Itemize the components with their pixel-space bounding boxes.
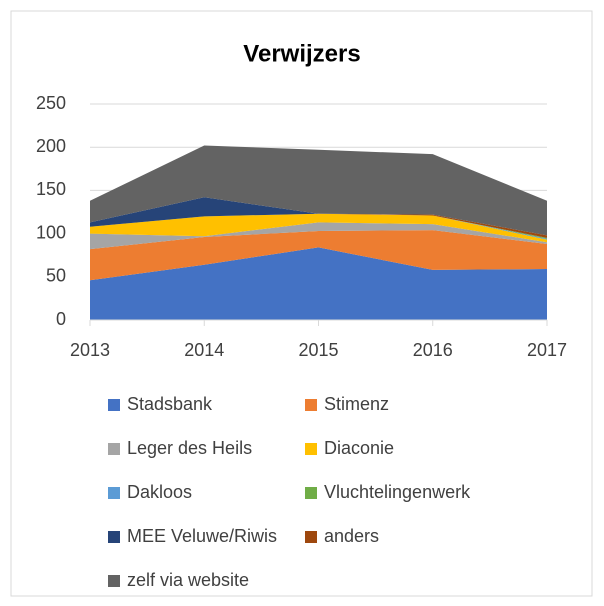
chart-title: Verwijzers [243, 40, 360, 67]
area [90, 213, 547, 243]
area [90, 145, 547, 236]
legend-label: Vluchtelingenwerk [324, 482, 471, 502]
area [90, 197, 547, 238]
y-tick-label: 100 [36, 222, 66, 242]
x-tick-label: 2014 [184, 340, 224, 360]
x-tick-label: 2017 [527, 340, 567, 360]
y-tick-label: 0 [56, 309, 66, 329]
legend-swatch [305, 487, 317, 499]
legend-swatch [108, 487, 120, 499]
legend-label: anders [324, 526, 379, 546]
legend-label: Stimenz [324, 394, 389, 414]
y-tick-label: 250 [36, 93, 66, 113]
area [90, 230, 547, 281]
y-tick-label: 150 [36, 179, 66, 199]
legend-swatch [108, 399, 120, 411]
y-tick-label: 200 [36, 136, 66, 156]
x-tick-label: 2013 [70, 340, 110, 360]
area [90, 247, 547, 320]
x-tick-label: 2016 [413, 340, 453, 360]
x-tick-label: 2015 [298, 340, 338, 360]
legend-label: Dakloos [127, 482, 192, 502]
legend-label: Leger des Heils [127, 438, 252, 458]
legend-swatch [305, 443, 317, 455]
legend-label: Diaconie [324, 438, 394, 458]
legend-swatch [108, 443, 120, 455]
legend-label: MEE Veluwe/Riwis [127, 526, 277, 546]
legend-label: Stadsbank [127, 394, 213, 414]
legend-label: zelf via website [127, 570, 249, 590]
legend-swatch [108, 531, 120, 543]
legend-swatch [305, 399, 317, 411]
legend-swatch [305, 531, 317, 543]
y-tick-label: 50 [46, 266, 66, 286]
legend-swatch [108, 575, 120, 587]
area [90, 222, 547, 250]
